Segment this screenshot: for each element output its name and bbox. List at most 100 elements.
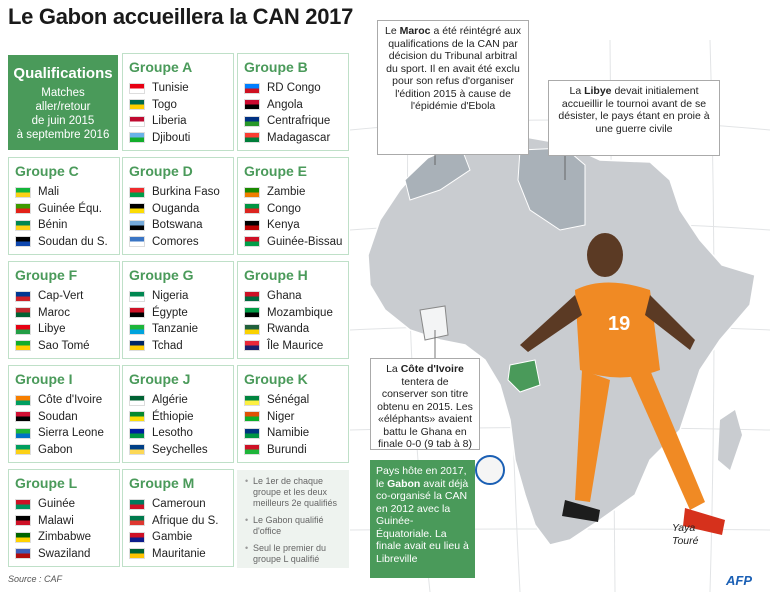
flag-icon: [129, 290, 145, 302]
team-row: Algérie: [129, 392, 233, 409]
libye-callout: La Libye devait initialement accueillir …: [548, 80, 720, 156]
team-row: Maroc: [15, 305, 119, 322]
group-box: Groupe C Mali Guinée Équ. Bénin Soudan du S.: [8, 157, 120, 255]
team-name: Burkina Faso: [152, 186, 220, 199]
team-row: Tanzanie: [129, 321, 233, 338]
team-row: Soudan du S.: [15, 234, 119, 251]
team-row: Gambie: [129, 529, 233, 546]
team-row: Burundi: [244, 442, 348, 459]
flag-icon: [129, 515, 145, 527]
player-illustration: 19: [475, 233, 725, 535]
qualifications-line: à septembre 2016: [16, 129, 110, 141]
team-row: Rwanda: [244, 321, 348, 338]
group-box: Groupe B RD Congo Angola Centrafrique Madaga…: [237, 53, 349, 151]
flag-icon: [15, 394, 31, 406]
group-heading: Groupe A: [129, 59, 193, 75]
team-name: Maroc: [38, 306, 70, 319]
flag-icon: [15, 186, 31, 198]
flag-icon: [129, 498, 145, 510]
flag-icon: [15, 203, 31, 215]
team-name: Cameroun: [152, 498, 206, 511]
group-heading: Groupe F: [15, 267, 78, 283]
team-name: Angola: [267, 98, 303, 111]
team-name: Zambie: [267, 186, 306, 199]
group-heading: Groupe I: [15, 371, 73, 387]
team-row: RD Congo: [244, 80, 348, 97]
flag-icon: [15, 515, 31, 527]
team-name: Sierra Leone: [38, 427, 104, 440]
team-row: Namibie: [244, 425, 348, 442]
africa-shape: [367, 135, 756, 546]
flag-icon: [129, 186, 145, 198]
group-heading: Groupe E: [244, 163, 308, 179]
flag-icon: [244, 219, 260, 231]
qualifications-line: de juin 2015: [31, 115, 95, 127]
team-name: Djibouti: [152, 131, 191, 144]
flag-icon: [129, 115, 145, 127]
team-name: Burundi: [267, 443, 307, 456]
player-caption: Yaya Touré: [672, 522, 699, 547]
flag-icon: [15, 444, 31, 456]
flag-icon: [244, 290, 260, 302]
team-name: Niger: [267, 410, 295, 423]
team-row: Djibouti: [129, 130, 233, 147]
team-row: Swaziland: [15, 546, 119, 563]
flag-icon: [129, 444, 145, 456]
flag-icon: [15, 219, 31, 231]
flag-icon: [15, 307, 31, 319]
flag-icon: [244, 340, 260, 352]
team-name: Bénin: [38, 219, 68, 232]
flag-icon: [129, 236, 145, 248]
team-row: Sénégal: [244, 392, 348, 409]
team-name: Cap-Vert: [38, 290, 84, 303]
page-title: Le Gabon accueillera la CAN 2017: [8, 4, 353, 29]
qualifications-line: aller/retour: [35, 101, 91, 113]
source-note: Source : CAF: [8, 574, 63, 584]
flag-icon: [15, 427, 31, 439]
team-name: Tchad: [152, 339, 183, 352]
team-name: Zimbabwe: [38, 531, 92, 544]
qualifications-line: Matches: [41, 87, 85, 99]
flag-icon: [244, 307, 260, 319]
team-row: Liberia: [129, 113, 233, 130]
group-box: Groupe K Sénégal Niger Namibie Burundi: [237, 365, 349, 463]
flag-icon: [129, 219, 145, 231]
team-row: Ghana: [244, 288, 348, 305]
team-row: Burkina Faso: [129, 184, 233, 201]
team-row: Guinée-Bissau: [244, 234, 348, 251]
team-name: Guinée-Bissau: [267, 235, 343, 248]
team-name: Soudan: [38, 410, 78, 423]
team-row: Égypte: [129, 305, 233, 322]
note: Le 1er de chaque groupe et les deux meil…: [245, 476, 343, 509]
team-name: Île Maurice: [267, 339, 324, 352]
flag-icon: [129, 132, 145, 144]
team-name: Madagascar: [267, 131, 331, 144]
team-row: Malawi: [15, 513, 119, 530]
qualifications-box: Qualifications Matches aller/retour de j…: [8, 55, 118, 150]
team-name: Mali: [38, 186, 60, 199]
flag-icon: [15, 548, 31, 560]
team-row: Côte d'Ivoire: [15, 392, 119, 409]
team-name: Tunisie: [152, 82, 189, 95]
group-box: Groupe D Burkina Faso Ouganda Botswana Comor…: [122, 157, 234, 255]
team-row: Sao Tomé: [15, 338, 119, 355]
qualifications-heading: Qualifications: [13, 65, 113, 82]
team-row: Togo: [129, 97, 233, 114]
cote-divoire-callout: La Côte d'Ivoire tentera de conserver so…: [370, 358, 480, 450]
team-name: Côte d'Ivoire: [38, 394, 103, 407]
notes-box: Le 1er de chaque groupe et les deux meil…: [237, 470, 349, 568]
team-name: Comores: [152, 235, 199, 248]
flag-icon: [15, 323, 31, 335]
flag-icon: [15, 340, 31, 352]
group-box: Groupe F Cap-Vert Maroc Libye Sao Tomé: [8, 261, 120, 359]
team-name: Afrique du S.: [152, 514, 219, 527]
team-name: Malawi: [38, 514, 74, 527]
team-row: Kenya: [244, 217, 348, 234]
flag-icon: [15, 498, 31, 510]
flag-icon: [244, 323, 260, 335]
team-name: Tanzanie: [152, 323, 199, 336]
team-name: Botswana: [152, 219, 203, 232]
team-row: Mozambique: [244, 305, 348, 322]
team-row: Soudan: [15, 409, 119, 426]
note: Le Gabon qualifié d'office: [245, 515, 343, 537]
